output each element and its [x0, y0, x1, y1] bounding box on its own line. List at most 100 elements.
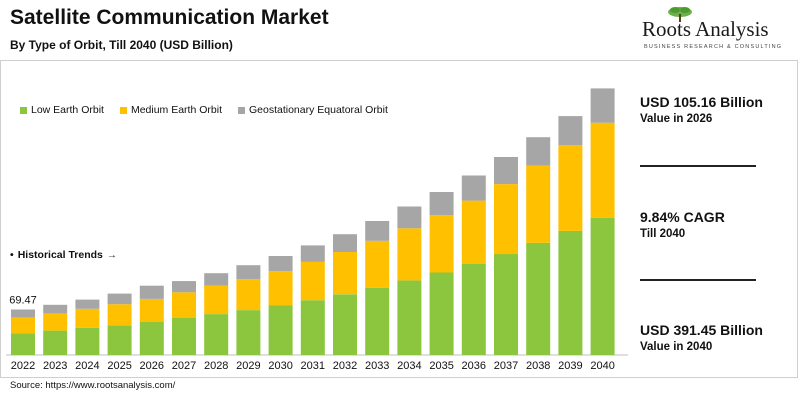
bar-2036-geo: [461, 175, 486, 201]
stat-2040-value: USD 391.45 Billion: [640, 322, 763, 338]
historical-trends-text: Historical Trends: [17, 249, 103, 261]
bar-2031-geo: [300, 245, 325, 262]
bar-2031-meo: [300, 261, 325, 301]
chart-legend: Low Earth Orbit Medium Earth Orbit Geost…: [20, 104, 388, 116]
stat-cagr-label: Till 2040: [640, 228, 686, 240]
x-tick-label-2039: 2039: [558, 360, 582, 372]
bar-2022-geo: [11, 309, 35, 318]
bar-2025-meo: [107, 304, 132, 326]
bar-2028-leo: [204, 314, 229, 355]
x-tick-label-2030: 2030: [268, 360, 292, 372]
stat-2026-label: Value in 2026: [640, 113, 713, 125]
bar-2034-geo: [397, 206, 422, 229]
x-tick-label-2033: 2033: [365, 360, 389, 372]
bar-2036-meo: [461, 200, 486, 264]
bar-2022-meo: [11, 317, 35, 334]
bar-2037-geo: [494, 157, 518, 185]
x-tick-label-2031: 2031: [301, 360, 325, 372]
bar-2027-meo: [172, 292, 196, 318]
logo-tagline: BUSINESS RESEARCH & CONSULTING: [644, 44, 783, 50]
bar-2032-meo: [333, 252, 357, 295]
x-tick-label-2027: 2027: [172, 360, 196, 372]
x-tick-label-2035: 2035: [429, 360, 453, 372]
bar-2024-meo: [75, 308, 100, 328]
x-tick-label-2036: 2036: [462, 360, 486, 372]
bar-2022-leo: [11, 333, 35, 355]
bar-2033-geo: [365, 221, 390, 241]
bar-2040-meo: [590, 122, 615, 218]
bar-2025-leo: [107, 325, 132, 355]
bar-2031-leo: [300, 300, 325, 355]
legend-label-leo: Low Earth Orbit: [31, 104, 104, 116]
x-tick-label-2034: 2034: [397, 360, 421, 372]
x-tick-label-2028: 2028: [204, 360, 228, 372]
legend-swatch-geo: [237, 106, 245, 114]
bar-2026-geo: [139, 285, 164, 299]
bar-2035-leo: [429, 272, 454, 355]
bar-2030-leo: [268, 305, 293, 355]
x-tick-label-2022: 2022: [11, 360, 35, 372]
legend-swatch-meo: [119, 106, 127, 114]
stat-2026-value: USD 105.16 Billion: [640, 94, 763, 110]
stat-2026: USD 105.16 Billion Value in 2026: [640, 94, 763, 125]
x-tick-label-2023: 2023: [43, 360, 67, 372]
bar-2024-geo: [75, 299, 100, 309]
data-label-2022: 69.47: [9, 295, 37, 307]
legend-item-leo: Low Earth Orbit: [20, 104, 104, 116]
chart-title: Satellite Communication Market: [10, 6, 329, 29]
bar-2038-geo: [526, 137, 551, 166]
bar-2039-meo: [558, 145, 583, 231]
legend-label-geo: Geostationary Equatoral Orbit: [248, 104, 388, 116]
stat-cagr: 9.84% CAGR Till 2040: [640, 209, 725, 240]
bar-2023-leo: [43, 330, 68, 355]
x-tick-label-2040: 2040: [590, 360, 614, 372]
bar-2038-leo: [526, 242, 551, 355]
x-tick-label-2032: 2032: [333, 360, 357, 372]
bar-2029-leo: [236, 310, 261, 355]
bar-2025-geo: [107, 293, 132, 305]
bar-2037-meo: [494, 184, 518, 255]
stat-cagr-value: 9.84% CAGR: [640, 209, 725, 225]
historical-trends-label: • Historical Trends →: [10, 249, 117, 261]
x-tick-label-2026: 2026: [140, 360, 164, 372]
arrow-right-icon: →: [106, 249, 117, 261]
bar-2030-geo: [268, 256, 293, 272]
chart-subtitle: By Type of Orbit, Till 2040 (USD Billion…: [10, 38, 233, 52]
bar-2037-leo: [494, 254, 518, 355]
x-tick-label-2037: 2037: [494, 360, 518, 372]
legend-item-geo: Geostationary Equatoral Orbit: [237, 104, 388, 116]
x-tick-label-2024: 2024: [75, 360, 99, 372]
historical-bullet-icon: •: [10, 249, 14, 261]
bar-2034-meo: [397, 228, 422, 281]
bar-2040-leo: [590, 217, 615, 355]
bar-2028-geo: [204, 273, 229, 286]
bar-2036-leo: [461, 263, 486, 355]
tree-icon: [668, 7, 692, 22]
side-divider-2: [640, 279, 756, 281]
bar-2035-geo: [429, 192, 454, 216]
legend-item-meo: Medium Earth Orbit: [119, 104, 222, 116]
legend-swatch-leo: [20, 106, 27, 114]
x-tick-label-2038: 2038: [526, 360, 550, 372]
bar-2038-meo: [526, 165, 551, 243]
bar-2033-leo: [365, 287, 390, 355]
bar-2034-leo: [397, 280, 422, 355]
bar-2023-geo: [43, 304, 68, 314]
bar-2039-leo: [558, 230, 583, 355]
bar-2026-leo: [139, 322, 164, 355]
bar-2027-geo: [172, 281, 196, 293]
bar-2028-meo: [204, 285, 229, 315]
company-logo: Roots Analysis BUSINESS RESEARCH & CONSU…: [636, 6, 786, 56]
stat-2040-label: Value in 2040: [640, 341, 713, 353]
bar-2026-meo: [139, 298, 164, 322]
bar-2029-geo: [236, 265, 261, 280]
logo-name: Roots Analysis: [642, 17, 769, 41]
bar-2024-leo: [75, 327, 100, 355]
bar-2023-meo: [43, 313, 68, 331]
side-divider-1: [640, 165, 756, 167]
x-tick-label-2025: 2025: [107, 360, 131, 372]
bar-2032-geo: [333, 234, 357, 252]
stat-2040: USD 391.45 Billion Value in 2040: [640, 322, 763, 353]
source-note: Source: https://www.rootsanalysis.com/: [10, 380, 176, 391]
